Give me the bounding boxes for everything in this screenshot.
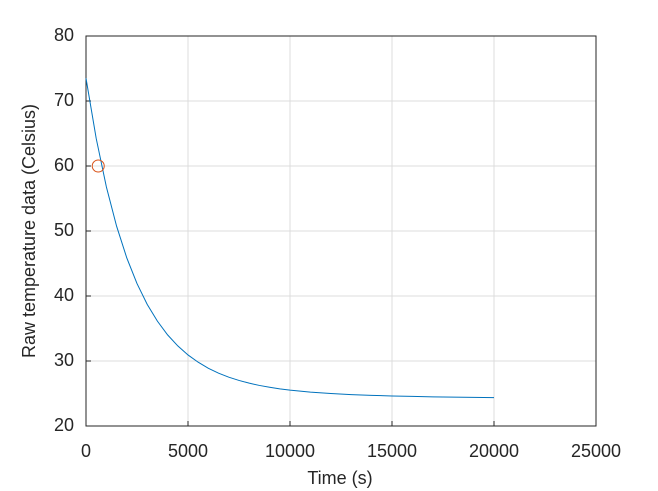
y-tick-label: 40 (54, 285, 74, 305)
y-tick-label: 30 (54, 350, 74, 370)
y-tick-label: 20 (54, 415, 74, 435)
y-tick-label: 80 (54, 25, 74, 45)
data-line (85, 78, 495, 399)
x-tick-label: 25000 (571, 441, 621, 461)
x-axis-label: Time (s) (307, 468, 372, 488)
x-tick-label: 15000 (367, 441, 417, 461)
x-tick-label: 0 (81, 441, 91, 461)
y-tick-label: 50 (54, 220, 74, 240)
y-tick-label: 60 (54, 155, 74, 175)
x-tick-label: 10000 (265, 441, 315, 461)
y-tick-label: 70 (54, 90, 74, 110)
y-axis-label: Raw temperature data (Celsius) (19, 104, 39, 358)
data-marker (91, 159, 105, 173)
x-tick-label: 5000 (168, 441, 208, 461)
axes-box (85, 35, 597, 427)
x-tick-label: 20000 (469, 441, 519, 461)
